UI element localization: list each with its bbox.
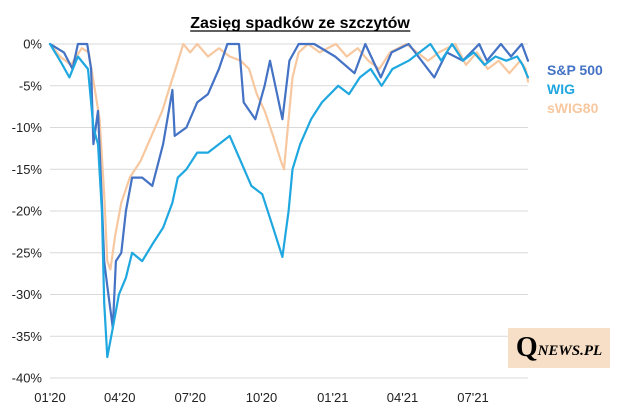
y-tick-label: -20% (12, 204, 43, 219)
y-tick-label: -25% (12, 245, 43, 260)
x-tick-label: 01'21 (317, 390, 348, 405)
grid-lines (50, 43, 528, 379)
x-axis-tick-labels: 01'20 04'20 07'20 10'20 01'21 04'21 07'21 (34, 390, 488, 405)
y-tick-label: -5% (19, 78, 43, 93)
y-tick-label: 0% (23, 37, 42, 52)
legend-item: S&P 500 (547, 62, 603, 78)
y-tick-label: -30% (12, 287, 43, 302)
x-tick-label: 01'20 (34, 390, 65, 405)
y-tick-label: -15% (12, 162, 43, 177)
legend-item: WIG (547, 81, 575, 97)
x-tick-label: 07'20 (175, 390, 206, 405)
y-tick-label: -40% (12, 371, 43, 386)
x-tick-label: 04'21 (387, 390, 418, 405)
y-tick-label: -10% (12, 120, 43, 135)
y-axis-tick-labels: 0% -5% -10% -15% -20% -25% -30% -35% -40% (12, 37, 43, 386)
x-tick-label: 07'21 (457, 390, 488, 405)
qnews-logo: Q NEWS.PL (508, 328, 610, 368)
x-tick-label: 10'20 (246, 390, 277, 405)
series-line-wig (48, 42, 530, 359)
y-tick-label: -35% (12, 329, 43, 344)
x-tick-label: 04'20 (104, 390, 135, 405)
legend: S&P 500 WIG sWIG80 (547, 62, 603, 116)
qnews-logo-text: NEWS.PL (537, 343, 603, 359)
qnews-logo-mark: Q (515, 332, 538, 363)
series-line-swig80 (48, 42, 530, 271)
series-lines (48, 42, 530, 359)
chart-title: Zasięg spadków ze szczytów (190, 15, 410, 32)
legend-item: sWIG80 (547, 100, 599, 116)
